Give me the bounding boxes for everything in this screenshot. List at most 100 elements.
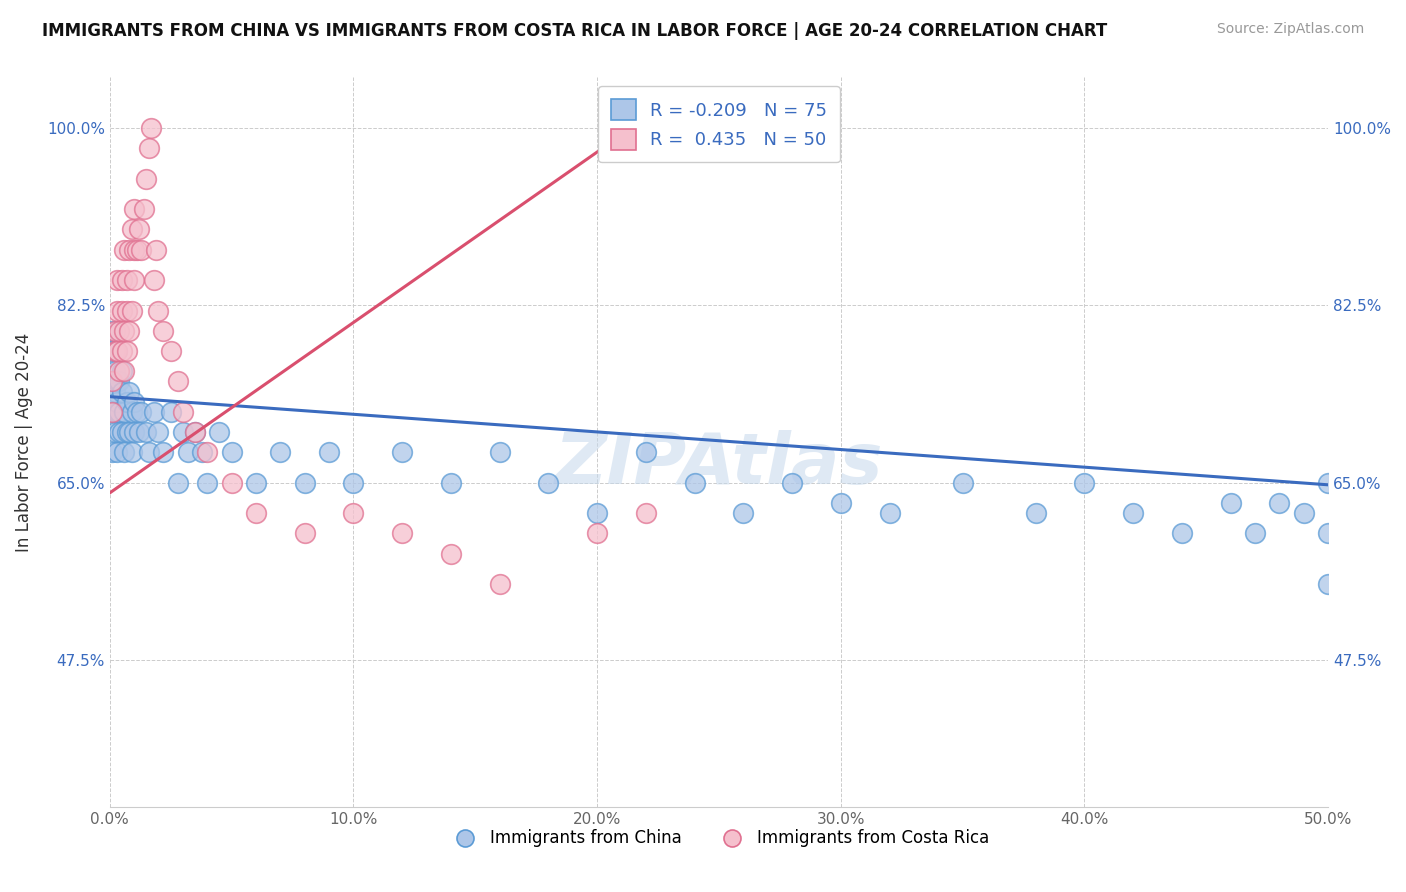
- Point: [121, 445, 143, 459]
- Point: [172, 405, 194, 419]
- Point: [108, 425, 131, 439]
- Point: [105, 394, 128, 409]
- Point: [122, 273, 145, 287]
- Point: [145, 243, 167, 257]
- Point: [191, 445, 214, 459]
- Point: [1122, 506, 1144, 520]
- Point: [135, 171, 157, 186]
- Point: [121, 405, 143, 419]
- Point: [105, 405, 128, 419]
- Point: [112, 243, 135, 257]
- Point: [159, 344, 181, 359]
- Point: [118, 243, 141, 257]
- Point: [1317, 526, 1340, 541]
- Point: [111, 303, 134, 318]
- Text: IMMIGRANTS FROM CHINA VS IMMIGRANTS FROM COSTA RICA IN LABOR FORCE | AGE 20-24 C: IMMIGRANTS FROM CHINA VS IMMIGRANTS FROM…: [42, 22, 1108, 40]
- Point: [440, 475, 463, 490]
- Point: [1073, 475, 1095, 490]
- Point: [101, 375, 124, 389]
- Point: [112, 364, 135, 378]
- Point: [104, 324, 127, 338]
- Point: [586, 526, 609, 541]
- Point: [1171, 526, 1194, 541]
- Point: [132, 202, 155, 217]
- Point: [104, 405, 127, 419]
- Point: [138, 445, 160, 459]
- Point: [122, 202, 145, 217]
- Point: [634, 506, 657, 520]
- Point: [488, 577, 510, 591]
- Point: [118, 425, 141, 439]
- Point: [184, 425, 207, 439]
- Legend: Immigrants from China, Immigrants from Costa Rica: Immigrants from China, Immigrants from C…: [441, 822, 995, 854]
- Point: [112, 405, 135, 419]
- Point: [122, 394, 145, 409]
- Point: [101, 445, 124, 459]
- Point: [104, 425, 127, 439]
- Point: [294, 526, 316, 541]
- Point: [537, 475, 560, 490]
- Point: [112, 445, 135, 459]
- Point: [1292, 506, 1315, 520]
- Point: [1025, 506, 1047, 520]
- Point: [128, 222, 150, 236]
- Point: [148, 303, 170, 318]
- Point: [221, 445, 243, 459]
- Point: [221, 475, 243, 490]
- Point: [318, 445, 340, 459]
- Point: [830, 496, 852, 510]
- Text: ZIPAtlas: ZIPAtlas: [555, 430, 883, 499]
- Point: [101, 375, 124, 389]
- Point: [131, 243, 153, 257]
- Point: [184, 425, 207, 439]
- Point: [118, 324, 141, 338]
- Point: [115, 344, 138, 359]
- Point: [101, 405, 124, 419]
- Point: [138, 141, 160, 155]
- Point: [142, 405, 165, 419]
- Point: [245, 506, 267, 520]
- Point: [108, 375, 131, 389]
- Point: [1244, 526, 1267, 541]
- Point: [1268, 496, 1291, 510]
- Point: [121, 303, 143, 318]
- Point: [208, 425, 231, 439]
- Point: [148, 425, 170, 439]
- Point: [115, 425, 138, 439]
- Point: [108, 405, 131, 419]
- Point: [111, 273, 134, 287]
- Point: [128, 425, 150, 439]
- Point: [111, 384, 134, 399]
- Point: [1317, 475, 1340, 490]
- Point: [118, 384, 141, 399]
- Point: [105, 344, 128, 359]
- Point: [105, 445, 128, 459]
- Point: [108, 364, 131, 378]
- Point: [269, 445, 291, 459]
- Point: [177, 445, 200, 459]
- Point: [488, 445, 510, 459]
- Point: [152, 324, 174, 338]
- Point: [683, 475, 706, 490]
- Point: [342, 475, 364, 490]
- Point: [105, 303, 128, 318]
- Point: [440, 547, 463, 561]
- Point: [152, 445, 174, 459]
- Point: [167, 475, 190, 490]
- Point: [135, 425, 157, 439]
- Point: [172, 425, 194, 439]
- Point: [1317, 577, 1340, 591]
- Point: [342, 506, 364, 520]
- Point: [111, 425, 134, 439]
- Point: [294, 475, 316, 490]
- Point: [101, 344, 124, 359]
- Point: [115, 394, 138, 409]
- Point: [391, 445, 413, 459]
- Point: [733, 506, 755, 520]
- Point: [122, 425, 145, 439]
- Point: [141, 121, 163, 136]
- Point: [101, 405, 124, 419]
- Point: [125, 243, 148, 257]
- Point: [586, 506, 609, 520]
- Point: [195, 475, 218, 490]
